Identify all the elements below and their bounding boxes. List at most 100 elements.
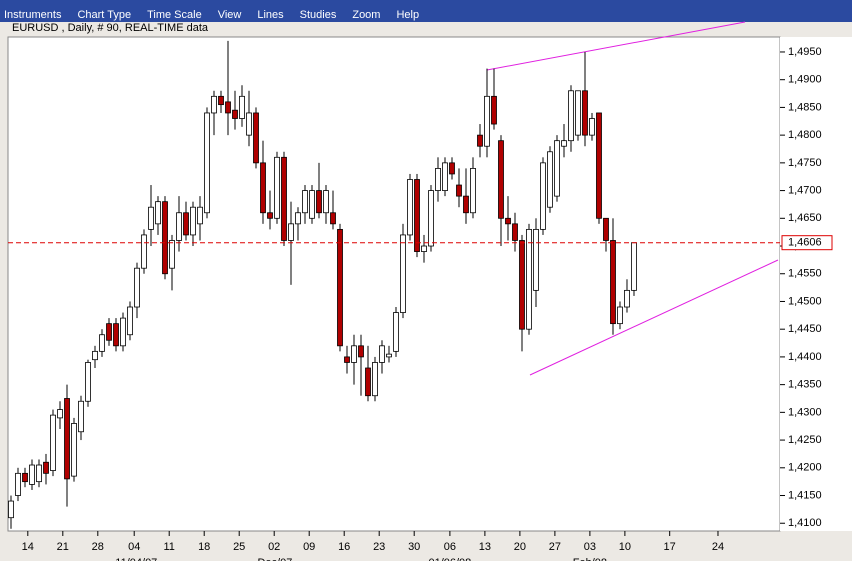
menu-item[interactable]: Studies [299, 9, 337, 21]
candle-body [470, 168, 476, 214]
menu-item[interactable]: Zoom [352, 9, 381, 21]
menu-item[interactable]: Help [396, 9, 420, 21]
candle-body [631, 242, 637, 291]
candle-body [582, 90, 588, 136]
y-tick-label: 1,4150 [788, 489, 822, 501]
candle-body [232, 109, 238, 119]
candle-body [365, 367, 371, 397]
x-tick-label: 18 [198, 541, 210, 553]
candle-body [260, 162, 266, 214]
candle-body [414, 179, 420, 252]
x-tick-label: 28 [92, 541, 104, 553]
candle-body [176, 212, 182, 241]
y-tick-label: 1,4800 [788, 129, 822, 141]
candle-body [29, 464, 35, 485]
candle-body [351, 345, 357, 363]
candle-body [71, 423, 77, 477]
candle-body [379, 345, 385, 363]
last-price-label: 1,4606 [788, 237, 822, 249]
candle-body [533, 228, 539, 291]
candle-body [22, 472, 28, 483]
candle-body [421, 245, 427, 252]
candle-body [435, 168, 441, 191]
candle-body [316, 190, 322, 214]
menu-item[interactable]: Time Scale [147, 9, 202, 21]
menu-bar: Instruments Chart Type Time Scale View Lines… [0, 0, 852, 22]
candle-body [281, 156, 287, 241]
candle-body [204, 112, 210, 214]
month-label: Feb/08 [573, 557, 607, 561]
x-tick-label: 17 [664, 541, 676, 553]
candle-body [617, 306, 623, 325]
candle-body [442, 162, 448, 191]
candle-body [547, 151, 553, 208]
x-tick-label: 27 [549, 541, 561, 553]
candle-body [295, 212, 301, 225]
candle-body [113, 323, 119, 347]
y-tick-label: 1,4200 [788, 462, 822, 474]
y-tick-label: 1,4100 [788, 517, 822, 529]
x-tick-label: 03 [584, 541, 596, 553]
candle-body [246, 112, 252, 136]
candle-body [43, 461, 49, 474]
x-tick-label: 10 [619, 541, 631, 553]
menu-item[interactable]: View [217, 9, 242, 21]
candle-body [211, 95, 217, 114]
menu-item[interactable]: Chart Type [77, 9, 132, 21]
candle-body [197, 206, 203, 225]
y-tick-label: 1,4450 [788, 323, 822, 335]
candle-body [148, 206, 154, 230]
y-tick-label: 1,4500 [788, 295, 822, 307]
y-tick-label: 1,4900 [788, 74, 822, 86]
price-axis [780, 37, 852, 531]
x-tick-label: 30 [408, 541, 420, 553]
candle-body [15, 472, 21, 496]
candle-body [589, 118, 595, 136]
candle-body [561, 140, 567, 147]
menu-item[interactable]: Instruments [4, 9, 62, 21]
x-tick-label: 09 [303, 541, 315, 553]
candle-body [540, 162, 546, 230]
candle-body [302, 190, 308, 214]
candle-body [477, 134, 483, 147]
y-tick-label: 1,4400 [788, 351, 822, 363]
candle-body [344, 356, 350, 363]
candle-body [463, 195, 469, 214]
candle-body [78, 400, 84, 433]
candle-body [526, 228, 532, 330]
candle-body [554, 140, 560, 197]
candle-body [288, 223, 294, 241]
candle-body [519, 240, 525, 330]
x-tick-label: 13 [479, 541, 491, 553]
candle-body [92, 350, 98, 361]
menu-item[interactable]: Lines [257, 9, 284, 21]
candle-body [568, 90, 574, 142]
x-tick-label: 06 [444, 541, 456, 553]
candle-body [575, 90, 581, 136]
candle-body [190, 206, 196, 236]
candle-body [225, 101, 231, 114]
x-tick-label: 02 [268, 541, 280, 553]
candle-body [120, 317, 126, 347]
x-tick-label: 21 [57, 541, 69, 553]
candle-body [449, 162, 455, 175]
candle-body [274, 156, 280, 219]
candle-body [162, 201, 168, 275]
y-tick-label: 1,4700 [788, 184, 822, 196]
candle-body [484, 95, 490, 147]
candle-body [36, 464, 42, 483]
candle-body [491, 95, 497, 125]
candle-body [155, 201, 161, 225]
candle-body [603, 217, 609, 241]
x-tick-label: 14 [22, 541, 34, 553]
candle-body [358, 345, 364, 358]
candle-body [57, 409, 63, 419]
candle-body [8, 500, 14, 519]
trend-line [529, 259, 779, 376]
y-tick-label: 1,4250 [788, 434, 822, 446]
y-tick-label: 1,4650 [788, 212, 822, 224]
candle-body [393, 312, 399, 352]
candle-body [309, 190, 315, 219]
